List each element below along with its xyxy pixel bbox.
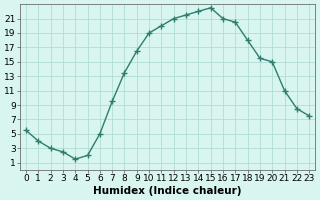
X-axis label: Humidex (Indice chaleur): Humidex (Indice chaleur) — [93, 186, 242, 196]
